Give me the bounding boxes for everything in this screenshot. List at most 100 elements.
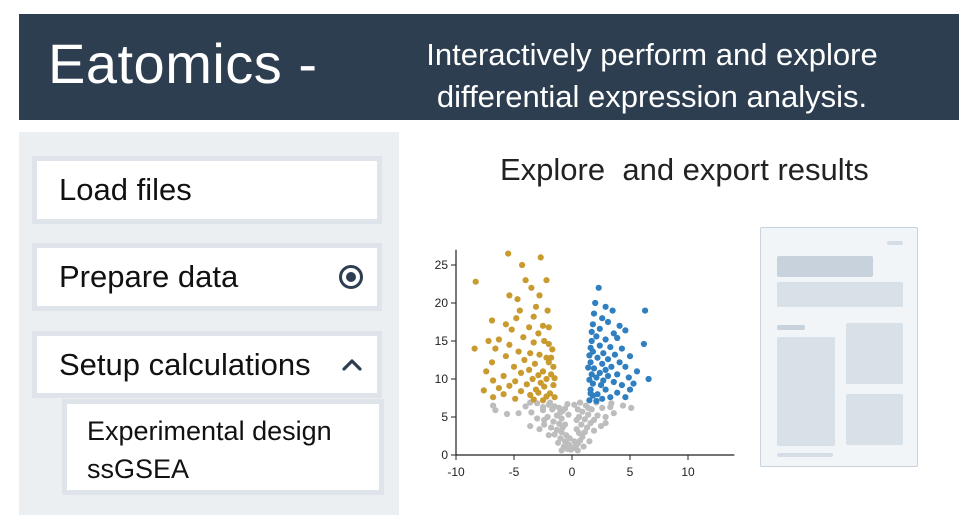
- data-point-down: [526, 366, 533, 373]
- data-point-up: [607, 344, 614, 351]
- data-point-down: [495, 336, 502, 343]
- y-tick-label: 10: [435, 372, 449, 386]
- data-point-down: [535, 330, 542, 337]
- data-point-up: [625, 374, 632, 381]
- data-point-down: [514, 296, 521, 303]
- data-point-up: [586, 352, 593, 359]
- results-table-preview: [760, 227, 918, 467]
- data-point-down: [526, 324, 533, 331]
- data-point-down: [543, 277, 550, 284]
- data-point-down: [530, 339, 537, 346]
- radio-selected-icon[interactable]: [339, 265, 363, 289]
- data-point-ns: [555, 439, 562, 446]
- data-point-down: [539, 322, 547, 329]
- data-point-down: [550, 382, 557, 389]
- data-point-down: [485, 337, 492, 345]
- preview-cell-bottom-right: [846, 394, 903, 445]
- data-point-up: [609, 307, 616, 314]
- data-point-ns: [581, 429, 588, 436]
- data-point-down: [506, 341, 513, 348]
- data-point-down: [490, 394, 497, 401]
- app-header: Eatomics - Interactively perform and exp…: [19, 14, 959, 120]
- data-point-ns: [528, 409, 535, 416]
- preview-cell-top-right: [846, 323, 903, 384]
- data-point-ns: [574, 447, 581, 454]
- data-point-up: [599, 395, 606, 402]
- data-point-down: [537, 254, 544, 261]
- data-point-ns: [503, 410, 511, 418]
- data-point-ns: [541, 416, 548, 424]
- x-tick-label: -10: [447, 465, 465, 479]
- x-tick-label: 5: [627, 465, 634, 479]
- data-point-down: [517, 369, 525, 376]
- submenu-ssgsea[interactable]: ssGSEA: [87, 454, 190, 484]
- data-point-ns: [590, 427, 598, 434]
- preview-footer-bar: [777, 453, 833, 457]
- data-point-down: [530, 313, 537, 320]
- data-point-down: [510, 363, 518, 370]
- data-point-ns: [545, 432, 552, 439]
- data-point-up: [622, 394, 629, 401]
- data-point-ns: [580, 443, 587, 450]
- data-point-ns: [602, 413, 609, 421]
- data-point-down: [522, 277, 529, 284]
- y-tick-label: 0: [441, 448, 448, 462]
- data-point-down: [515, 348, 522, 355]
- data-point-up: [590, 310, 598, 317]
- preview-heading-block: [777, 256, 873, 277]
- data-point-up: [614, 371, 621, 378]
- data-point-up: [618, 382, 625, 389]
- data-point-up: [611, 351, 618, 358]
- data-point-down: [520, 334, 527, 341]
- chevron-up-icon[interactable]: [341, 354, 363, 376]
- data-point-down: [492, 345, 499, 352]
- data-point-up: [645, 375, 652, 383]
- data-point-up: [599, 360, 606, 367]
- data-point-ns: [539, 404, 547, 411]
- chart-points: [471, 250, 652, 454]
- nav-load-files[interactable]: Load files: [32, 156, 382, 224]
- data-point-down: [545, 324, 552, 331]
- app-tagline: Interactively perform and explore differ…: [426, 37, 878, 114]
- data-point-up: [607, 394, 614, 401]
- preview-filter-block: [777, 282, 903, 307]
- data-point-ns: [558, 415, 565, 422]
- data-point-down: [471, 345, 478, 352]
- data-point-down: [517, 388, 525, 395]
- nav-prepare-data[interactable]: Prepare data: [32, 243, 382, 311]
- data-point-down: [545, 359, 552, 366]
- data-point-down: [527, 350, 534, 357]
- nav-setup-calculations[interactable]: Setup calculations: [32, 331, 382, 398]
- data-point-up: [585, 364, 592, 371]
- data-point-up: [640, 340, 647, 348]
- data-point-up: [596, 325, 603, 332]
- data-point-up: [618, 345, 625, 352]
- sidebar: Load files Prepare data Setup calculatio…: [19, 132, 399, 515]
- data-point-up: [595, 284, 602, 291]
- data-point-down: [512, 395, 519, 402]
- data-point-down: [495, 385, 502, 392]
- data-point-up: [589, 321, 596, 328]
- data-point-up: [594, 354, 601, 361]
- data-point-down: [539, 368, 547, 375]
- data-point-down: [505, 250, 512, 257]
- data-point-down: [506, 292, 513, 299]
- data-point-down: [529, 375, 536, 383]
- data-point-down: [544, 307, 551, 314]
- data-point-down: [536, 351, 543, 358]
- data-point-down: [506, 382, 513, 389]
- submenu-experimental-design[interactable]: Experimental design: [87, 416, 332, 446]
- data-point-down: [480, 387, 487, 394]
- data-point-up: [599, 315, 606, 322]
- data-point-up: [602, 386, 609, 393]
- data-point-down: [546, 390, 554, 397]
- data-point-ns: [594, 412, 601, 419]
- section-title: Explore and export results: [500, 152, 869, 187]
- volcano-plot: -10 -5 0 5 10 0 5 10 15 20 25: [435, 249, 735, 479]
- y-tick-label: 20: [435, 296, 449, 310]
- data-point-down: [500, 372, 507, 380]
- data-point-ns: [551, 431, 558, 438]
- data-point-ns: [527, 423, 534, 430]
- data-point-up: [642, 307, 649, 314]
- data-point-down: [545, 340, 552, 348]
